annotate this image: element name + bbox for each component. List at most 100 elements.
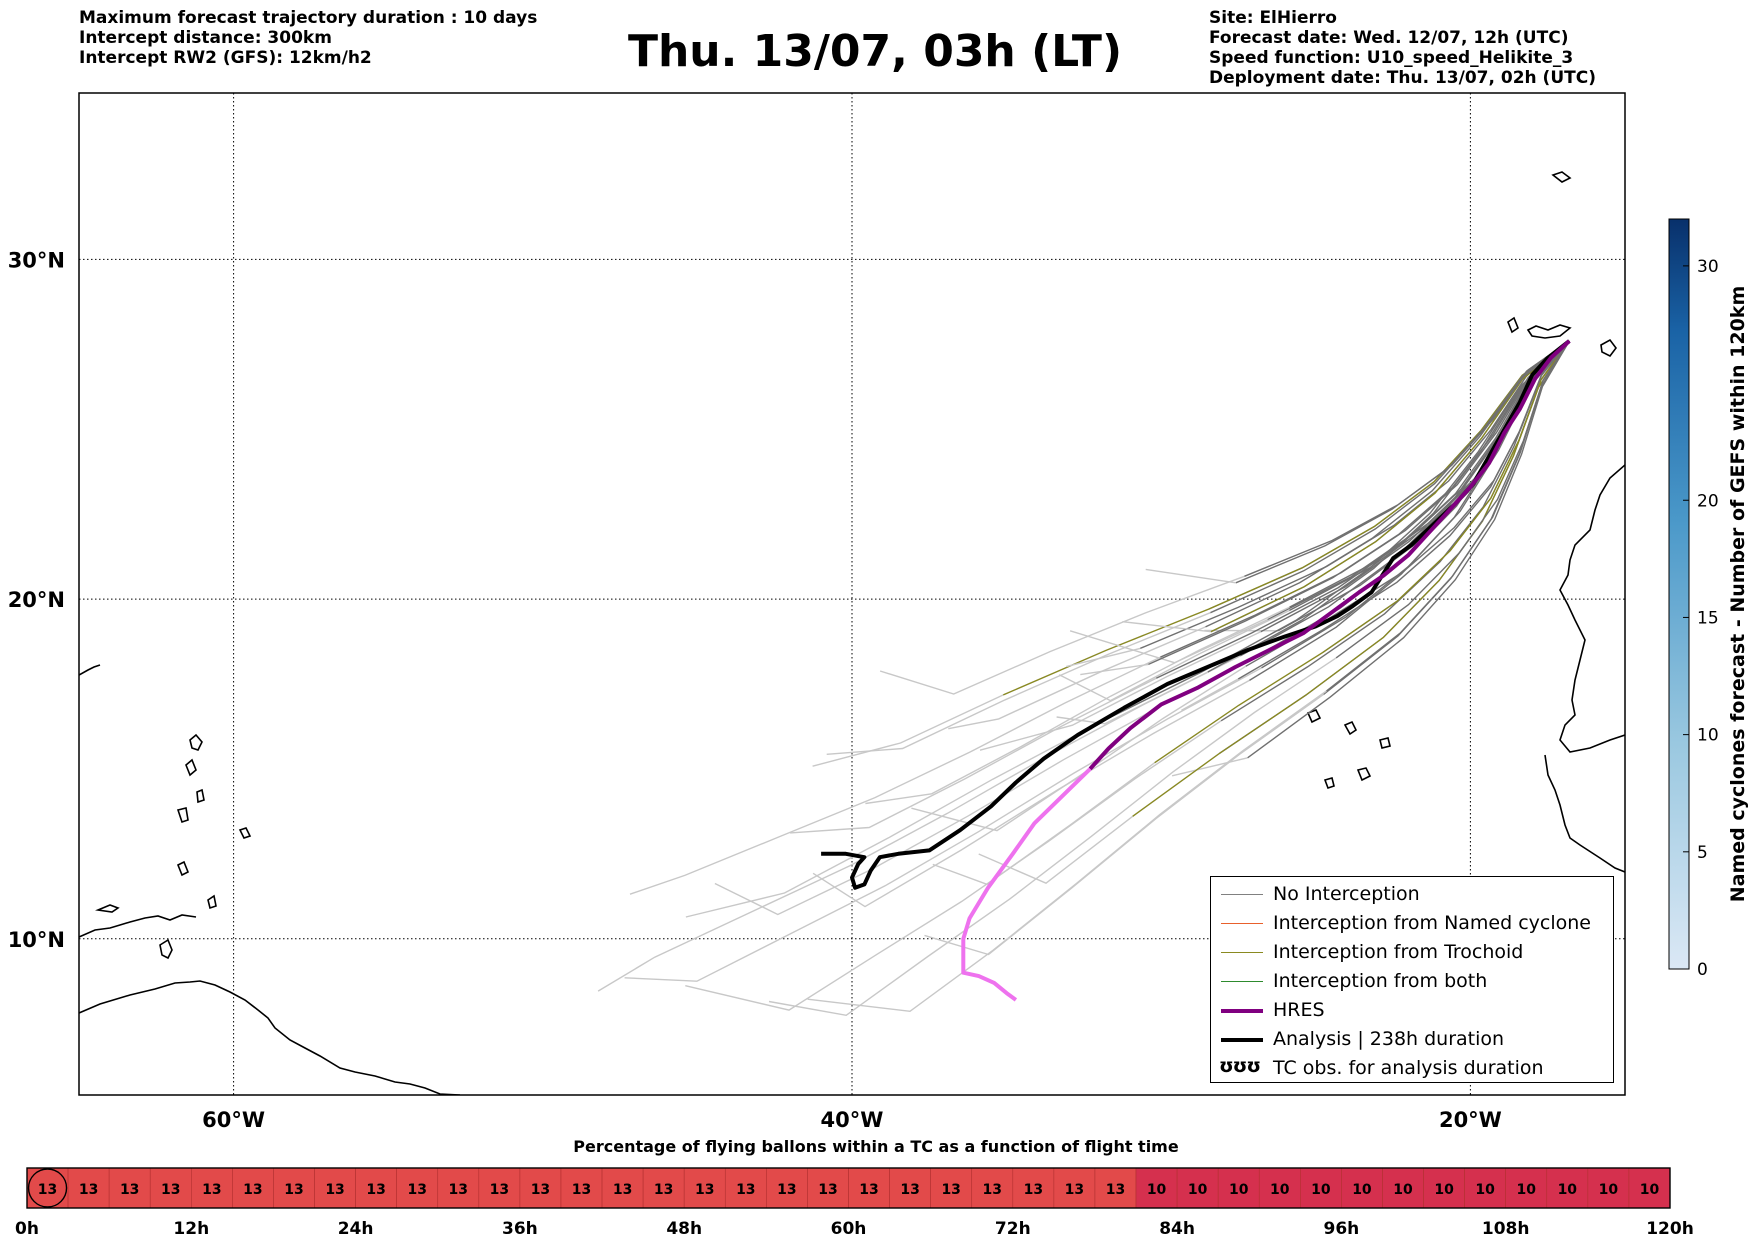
coastline-island (1379, 737, 1391, 749)
timeline-cell-value: 13 (243, 1182, 262, 1198)
timeline-cell (149, 1167, 192, 1209)
timeline-cell-value: 13 (818, 1182, 837, 1198)
timeline-cell-value: 13 (900, 1182, 919, 1198)
coastline-island (1551, 171, 1572, 183)
timeline-tick-label: 48h (666, 1219, 702, 1239)
ensemble-track-late (629, 656, 1161, 895)
timeline-cell-value: 10 (1434, 1182, 1454, 1198)
timeline-cell-value: 13 (366, 1182, 385, 1198)
timeline-cell-value: 13 (531, 1182, 550, 1198)
page-title: Thu. 13/07, 03h (LT) (0, 26, 1752, 77)
header-left-line: Intercept distance: 300km (79, 28, 332, 48)
timeline-cell-value: 10 (1147, 1182, 1167, 1198)
legend-item: Interception from both (1211, 968, 1613, 997)
timeline-cell-value: 13 (983, 1182, 1002, 1198)
ensemble-track (1210, 340, 1570, 614)
timeline-cell-value: 10 (1352, 1182, 1372, 1198)
timeline-cell-value: 13 (572, 1182, 591, 1198)
ensemble-track-late (948, 626, 1206, 730)
timeline-cell-value: 10 (1229, 1182, 1249, 1198)
timeline-cell (1546, 1167, 1589, 1209)
trochoid-track (1132, 340, 1570, 817)
timeline-cell-value: 13 (202, 1182, 221, 1198)
timeline-cell-value: 10 (1475, 1182, 1495, 1198)
timeline-cell-value: 10 (1188, 1182, 1208, 1198)
coastline-africa (1559, 464, 1625, 753)
legend-swatch (1221, 923, 1263, 924)
timeline-tick-label: 72h (995, 1219, 1031, 1239)
legend-swatch (1221, 894, 1263, 895)
coastline-africa-south (1544, 754, 1625, 873)
timeline-cell-value: 10 (1270, 1182, 1290, 1198)
header-right: Site: ElHierro Forecast date: Wed. 12/07… (1209, 8, 1596, 88)
coastline-island (207, 894, 217, 910)
timeline-cell (1176, 1167, 1219, 1209)
legend-label: Analysis | 238h duration (1273, 1028, 1505, 1050)
coastline-island (1507, 316, 1519, 334)
ensemble-track-late (1145, 568, 1236, 584)
ensemble-track-late (812, 679, 1250, 908)
lat-tick-label: 30°N (8, 248, 65, 272)
coastline-island (95, 904, 120, 913)
ensemble-track-late (685, 720, 1222, 1011)
lat-tick-label: 20°N (8, 588, 65, 612)
lon-tick-label: 20°W (1439, 1108, 1502, 1132)
timeline-cell-value: 13 (654, 1182, 673, 1198)
timeline-cell (889, 1167, 931, 1209)
ensemble-track-late (879, 575, 1245, 695)
legend-item: HRES (1211, 997, 1613, 1026)
legend-label: Interception from Trochoid (1273, 941, 1524, 963)
timeline-cell-value: 13 (407, 1182, 426, 1198)
timeline-cell-value: 13 (941, 1182, 960, 1198)
timeline-cell-value: 10 (1599, 1182, 1619, 1198)
timeline-cell-value: 13 (161, 1182, 180, 1198)
timeline-cell (1464, 1167, 1507, 1209)
colorbar-tick-label: 5 (1697, 843, 1708, 863)
coastline-island (1306, 708, 1322, 724)
header-left-line: Maximum forecast trajectory duration : 1… (79, 8, 538, 28)
coastline-island (185, 758, 197, 777)
colorbar-tick-label: 20 (1697, 491, 1719, 511)
coastline-island (159, 938, 173, 960)
coastline-island (176, 807, 189, 824)
timeline-cell (971, 1167, 1014, 1209)
colorbar (1668, 218, 1690, 970)
header-left: Maximum forecast trajectory duration : 1… (79, 8, 537, 68)
ensemble-track (1160, 340, 1570, 658)
timeline-cell (355, 1167, 397, 1209)
lon-tick-label: 40°W (821, 1108, 884, 1132)
timeline-cell-value: 13 (695, 1182, 714, 1198)
timeline-tick-label: 84h (1159, 1219, 1195, 1239)
ensemble-track-late (1066, 647, 1141, 668)
lat-tick-label: 10°N (8, 928, 65, 952)
timeline-cell-value: 13 (613, 1182, 632, 1198)
legend-label: Interception from both (1273, 970, 1488, 992)
timeline-cell-value: 13 (777, 1182, 796, 1198)
tc-symbol-icon: ʊʊʊ (1219, 1055, 1261, 1077)
legend-swatch (1221, 1038, 1263, 1042)
ensemble-track-late (1181, 678, 1239, 712)
map-frame (78, 92, 1626, 1096)
legend-item: Interception from Trochoid (1211, 939, 1613, 968)
timeline-cell (67, 1167, 110, 1209)
timeline-cell (642, 1167, 685, 1209)
timeline-cell (1341, 1167, 1383, 1209)
timeline-cell-value: 13 (1065, 1182, 1084, 1198)
timeline-cell (1382, 1167, 1424, 1209)
header-right-line: Site: ElHierro (1209, 8, 1337, 28)
timeline-cell-value: 10 (1516, 1182, 1536, 1198)
ensemble-track-late (979, 631, 1262, 751)
colorbar-tick-label: 10 (1697, 726, 1719, 746)
timeline-cell-value: 13 (736, 1182, 755, 1198)
timeline-cell-value: 13 (79, 1182, 98, 1198)
timeline-cell-value: 10 (1558, 1182, 1578, 1198)
ensemble-track-late (1171, 757, 1248, 777)
timeline-cell-value: 10 (1640, 1182, 1660, 1198)
ensemble-track-late (597, 655, 1241, 992)
ensemble-track-late (768, 657, 1337, 1017)
ensemble-track (1148, 340, 1570, 666)
timeline-cell-value: 13 (120, 1182, 139, 1198)
ensemble-track-late (685, 723, 1098, 918)
legend-swatch (1221, 981, 1263, 982)
